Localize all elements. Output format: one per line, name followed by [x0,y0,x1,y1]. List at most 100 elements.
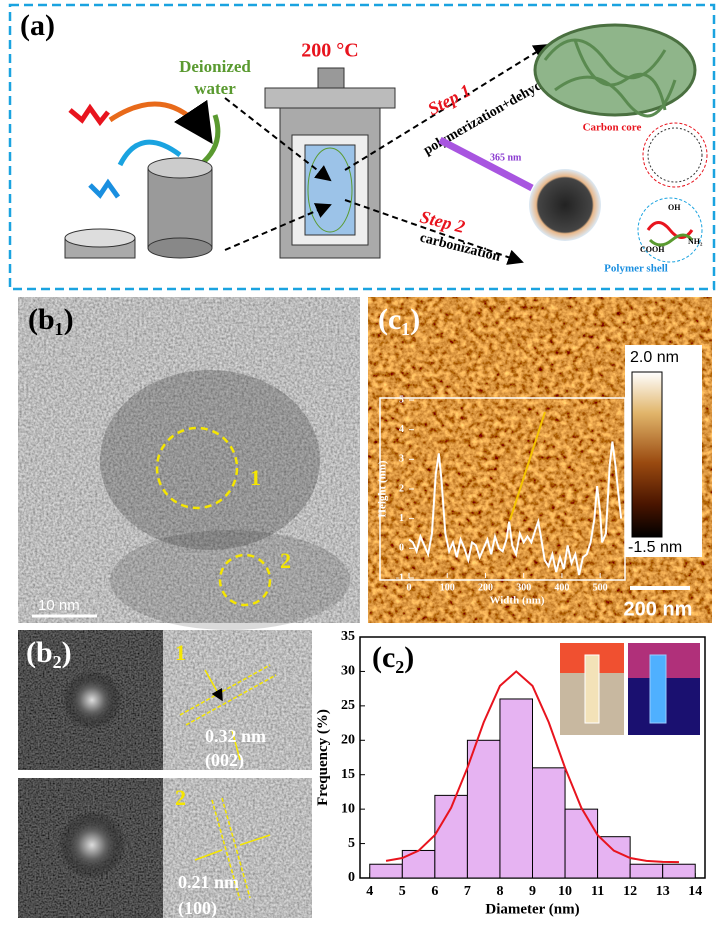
region-marker: 1 [175,640,186,665]
spacing-label: 0.32 nm [205,726,266,746]
group-label: OH [668,203,681,212]
panel-label: (a) [20,9,55,42]
bar [629,863,664,879]
panel-label: (b₁) [28,303,74,336]
y-tick-label: 0 [399,543,404,554]
panel-label: (b₂) [26,636,72,669]
x-tick-label: 100 [440,582,455,593]
vial [649,654,667,724]
plane-label: (100) [178,898,217,919]
region-circle [218,553,272,607]
bar [597,836,631,879]
region-circle [155,426,239,510]
temperature: 200 °C [301,40,358,62]
colorbar [631,371,663,538]
cylinders [64,157,213,259]
x-tick-label: 9 [529,884,536,899]
hrtem-image [163,778,312,918]
region-marker: 2 [175,785,186,810]
region-marker: 1 [250,465,261,490]
x-tick-label: 500 [593,582,608,593]
x-tick-label: 8 [496,884,503,899]
fft-center [62,670,122,730]
colorbar-min: -1.5 nm [628,539,682,556]
x-tick-label: 14 [688,884,702,899]
group-label: COOH [640,245,665,254]
chain [648,233,694,247]
group-label: NH₂ [688,237,703,246]
x-tick-label: 300 [516,582,531,593]
y-tick-label: -1 [396,572,404,583]
particle-shadow [110,530,350,630]
bar [466,739,501,879]
y-tick-label: 3 [399,454,404,465]
shell-label: Polymer shell [604,263,668,275]
y-tick-label: 5 [348,836,355,851]
y-axis-label: Frequency (%) [315,709,331,806]
step-label: Step 1 [424,80,474,119]
bar [369,863,403,879]
y-tick-label: 4 [399,424,404,435]
water-label: Deionized [179,57,251,76]
water-label: water [194,79,236,98]
lattice [647,127,703,183]
carbon-dot [529,169,601,241]
fit-curve [385,670,679,864]
panel-border [8,3,716,291]
scale-label: 200 nm [624,598,693,620]
x-tick-label: 200 [478,582,493,593]
core-label: Carbon core [583,122,642,134]
x-tick-label: 13 [656,884,670,899]
profile-line [408,441,623,576]
y-tick-label: 1 [399,513,404,524]
x-tick-label: 400 [554,582,569,593]
carbon-network [533,23,697,118]
region-marker: 2 [280,548,291,573]
arrows [224,43,550,265]
y-tick-label: 5 [399,394,404,405]
particle-shadow [100,370,320,550]
bar [662,863,696,879]
y-tick-label: 2 [399,483,404,494]
y-tick-label: 25 [341,698,355,713]
x-tick-label: 5 [399,884,406,899]
x-tick-label: 6 [431,884,438,899]
bar [532,767,566,879]
bar [564,808,599,879]
label-bg [13,8,75,44]
vial [584,654,600,724]
y-tick-label: 0 [348,870,355,885]
panel-label: (c₁) [378,303,420,336]
x-axis-label: Diameter (nm) [485,902,579,918]
y-tick-label: 20 [341,733,355,748]
lattice-marks [179,664,277,901]
x-axis-label: Width (nm) [489,595,544,607]
hrtem-image [163,630,312,770]
x-tick-label: 7 [464,884,471,899]
autoclave [264,67,396,259]
x-tick-label: 0 [407,582,412,593]
bar [401,849,436,879]
y-tick-label: 35 [341,629,355,644]
x-tick-label: 4 [366,884,373,899]
bar [499,698,533,879]
fft-center [58,811,126,879]
scale-label: 10 nm [38,597,80,614]
profile-line [509,411,546,521]
core-zoom [642,122,708,188]
spacing-label: 0.21 nm [178,872,239,892]
y-axis-label: Height (nm) [377,460,389,517]
uv-label: 365 nm [490,152,522,163]
tem-image [18,297,360,623]
y-tick-label: 10 [341,801,355,816]
x-tick-label: 10 [558,884,572,899]
x-tick-label: 11 [591,884,604,899]
uv-beam [438,136,534,192]
y-tick-label: 30 [341,664,355,679]
plane-label: (002) [205,750,244,771]
y-tick-label: 15 [341,767,355,782]
x-tick-label: 12 [623,884,637,899]
colorbar-max: 2.0 nm [630,349,679,366]
panel-label: (c₂) [372,641,414,674]
